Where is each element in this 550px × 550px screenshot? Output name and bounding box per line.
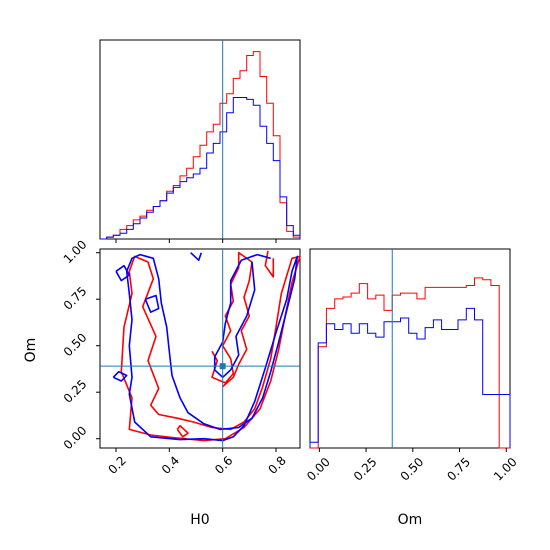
truth-marker xyxy=(219,363,226,370)
hist-h0-red xyxy=(100,51,301,240)
hist-h0-blue xyxy=(100,97,301,240)
panel-contour: 0.2 0.4 0.6 0.8 0.00 0.25 0.50 0.75 1.00 xyxy=(61,237,301,477)
tick-label-x-om-4: 1.00 xyxy=(491,455,520,484)
frame-hist-om xyxy=(309,248,511,449)
y-axis-label-om: Om xyxy=(23,338,39,363)
contour-red-1 xyxy=(211,251,253,388)
contour-blue-0 xyxy=(125,253,299,442)
hist-h0-series xyxy=(100,40,301,240)
hist-om-series xyxy=(309,249,511,449)
contour-series xyxy=(100,249,301,448)
contour-red-3 xyxy=(176,424,189,438)
contour-red-0 xyxy=(120,255,301,442)
tick-label-x-h0-0: 0.2 xyxy=(105,453,128,476)
tick-label-x-h0-1: 0.4 xyxy=(159,453,182,476)
contour-blue-1 xyxy=(213,253,271,379)
frame-contour xyxy=(99,248,301,449)
panel-hist-h0 xyxy=(99,39,301,243)
hist-om-ticks: 0.00 0.25 0.50 0.75 1.00 xyxy=(304,448,520,484)
contour-blue-4 xyxy=(112,370,128,382)
tick-label-x-om-0: 0.00 xyxy=(304,455,333,484)
tick-label-x-h0-2: 0.6 xyxy=(212,453,235,476)
hist-h0-ticks xyxy=(115,239,277,243)
tick-label-x-h0-3: 0.8 xyxy=(265,453,288,476)
contour-blue-3 xyxy=(115,264,131,282)
contour-blue-5 xyxy=(190,252,203,261)
hist-om-red xyxy=(310,277,510,449)
tick-label-y-om-4: 1.00 xyxy=(61,237,90,266)
tick-label-y-om-2: 0.50 xyxy=(61,330,90,359)
tick-label-x-om-2: 0.50 xyxy=(398,455,427,484)
panel-hist-om: 0.00 0.25 0.50 0.75 1.00 xyxy=(304,248,520,484)
contour-ticks: 0.2 0.4 0.6 0.8 0.00 0.25 0.50 0.75 1.00 xyxy=(61,237,289,476)
tick-label-y-om-3: 0.75 xyxy=(61,284,90,313)
x-axis-label-om: Om xyxy=(398,512,423,528)
hist-om-blue xyxy=(309,307,511,448)
tick-label-y-om-1: 0.25 xyxy=(61,377,90,406)
contour-blue-2 xyxy=(144,294,160,313)
x-axis-label-h0: H0 xyxy=(190,512,209,528)
tick-label-x-om-3: 0.75 xyxy=(444,455,473,484)
tick-label-y-om-0: 0.00 xyxy=(61,423,90,452)
tick-label-x-om-1: 0.25 xyxy=(351,455,380,484)
frame-hist-h0 xyxy=(99,39,301,240)
contour-red-2 xyxy=(264,250,275,278)
